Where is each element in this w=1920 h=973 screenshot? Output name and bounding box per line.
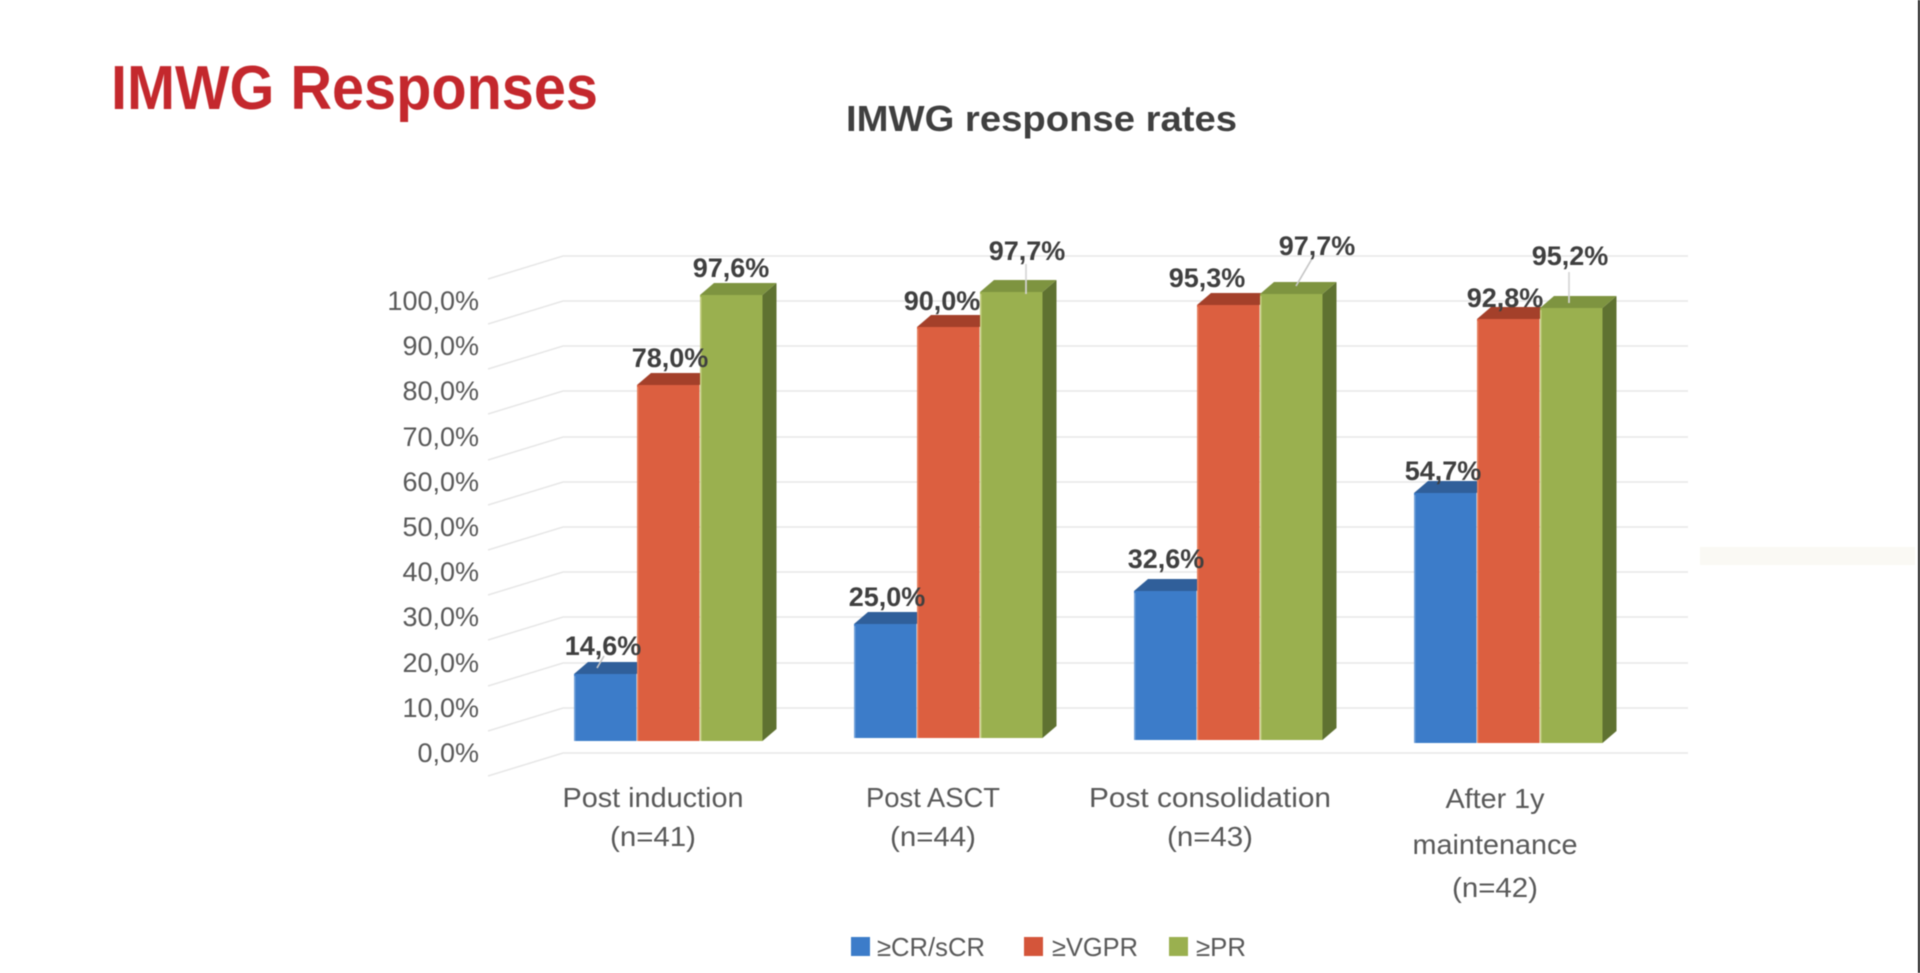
svg-text:(n=42): (n=42) [1452, 872, 1538, 903]
svg-text:78,0%: 78,0% [632, 343, 709, 373]
svg-text:Post ASCT: Post ASCT [866, 782, 1000, 813]
svg-text:70,0%: 70,0% [402, 422, 479, 452]
svg-text:80,0%: 80,0% [402, 376, 479, 406]
svg-text:30,0%: 30,0% [402, 602, 479, 632]
svg-text:≥PR: ≥PR [1196, 932, 1246, 962]
svg-text:32,6%: 32,6% [1128, 544, 1205, 574]
svg-text:40,0%: 40,0% [402, 557, 479, 587]
svg-text:90,0%: 90,0% [904, 286, 981, 316]
svg-text:(n=41): (n=41) [610, 821, 696, 852]
svg-text:IMWG Responses: IMWG Responses [111, 54, 598, 123]
svg-text:IMWG response rates: IMWG response rates [846, 98, 1237, 139]
svg-text:10,0%: 10,0% [402, 693, 479, 723]
svg-text:95,3%: 95,3% [1169, 263, 1246, 293]
svg-text:(n=44): (n=44) [890, 821, 976, 852]
svg-text:Post consolidation: Post consolidation [1089, 782, 1331, 813]
svg-text:92,8%: 92,8% [1467, 283, 1544, 313]
svg-text:(n=43): (n=43) [1167, 821, 1253, 852]
svg-text:20,0%: 20,0% [402, 648, 479, 678]
svg-text:97,7%: 97,7% [989, 236, 1066, 266]
svg-text:100,0%: 100,0% [387, 286, 479, 316]
svg-text:50,0%: 50,0% [402, 512, 479, 542]
svg-text:14,6%: 14,6% [565, 631, 642, 661]
svg-text:After 1y: After 1y [1446, 783, 1545, 814]
svg-text:≥VGPR: ≥VGPR [1052, 932, 1138, 962]
svg-text:97,7%: 97,7% [1279, 231, 1356, 261]
svg-text:≥CR/sCR: ≥CR/sCR [877, 932, 985, 962]
svg-text:Post induction: Post induction [563, 782, 744, 813]
svg-text:60,0%: 60,0% [402, 467, 479, 497]
svg-text:maintenance: maintenance [1413, 829, 1578, 860]
svg-text:90,0%: 90,0% [402, 331, 479, 361]
svg-text:54,7%: 54,7% [1405, 456, 1482, 486]
svg-text:95,2%: 95,2% [1532, 241, 1609, 271]
svg-text:0,0%: 0,0% [417, 738, 479, 768]
svg-text:25,0%: 25,0% [849, 582, 926, 612]
svg-text:97,6%: 97,6% [693, 253, 770, 283]
